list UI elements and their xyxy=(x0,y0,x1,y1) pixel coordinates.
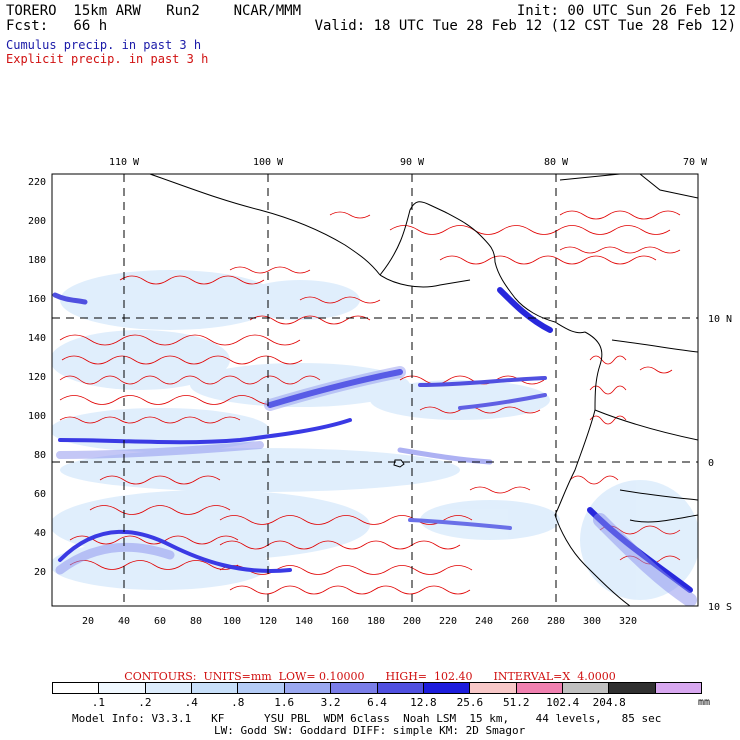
colorbar-swatch xyxy=(99,683,146,693)
colorbar-label: .2 xyxy=(138,696,152,709)
colorbar-swatch xyxy=(238,683,285,693)
y-tick: 180 xyxy=(28,255,46,266)
x-tick: 180 xyxy=(367,616,385,627)
model-title: TORERO 15km ARW Run2 NCAR/MMM xyxy=(6,3,302,19)
lon-label-100w: 100 W xyxy=(253,157,284,168)
colorbar xyxy=(52,682,702,694)
precip-map: 110 W 100 W 90 W 80 W 70 W 10 N 0 10 S 2… xyxy=(28,157,732,627)
y-tick: 80 xyxy=(34,450,46,461)
y-tick: 200 xyxy=(28,216,46,227)
colorbar-swatch xyxy=(516,683,563,693)
colorbar-swatch xyxy=(470,683,517,693)
contour-info: CONTOURS: UNITS=mm LOW= 0.10000 HIGH= 10… xyxy=(124,670,616,683)
legend-cumulus: Cumulus precip. in past 3 h xyxy=(6,38,202,52)
colorbar-swatch xyxy=(377,683,424,693)
x-tick: 200 xyxy=(403,616,421,627)
x-tick: 240 xyxy=(475,616,493,627)
colorbar-label: 102.4 xyxy=(546,696,580,709)
y-tick: 20 xyxy=(34,567,46,578)
colorbar-swatch xyxy=(423,683,471,693)
x-tick: 320 xyxy=(619,616,637,627)
colorbar-label: 204.8 xyxy=(592,696,626,709)
x-tick: 280 xyxy=(547,616,565,627)
y-tick: 100 xyxy=(28,411,46,422)
lat-label-10n: 10 N xyxy=(708,314,732,325)
model-info-line1: Model Info: V3.3.1 KF YSU PBL WDM 6class… xyxy=(72,712,662,725)
x-tick: 40 xyxy=(118,616,130,627)
colorbar-label: .1 xyxy=(91,696,106,709)
colorbar-labels: .1 .2 .4 .8 1.6 3.2 6.4 12.8 25.6 51.2 102.4 204.8 xyxy=(0,696,740,710)
colorbar-label: 1.6 xyxy=(274,696,295,709)
colorbar-swatch xyxy=(562,683,610,693)
x-tick: 120 xyxy=(259,616,277,627)
lat-label-0: 0 xyxy=(708,458,714,469)
colorbar-label: 3.2 xyxy=(320,696,341,709)
map-frame xyxy=(51,173,699,607)
colorbar-swatch xyxy=(609,683,656,693)
lon-label-80w: 80 W xyxy=(544,157,569,168)
colorbar-unit: mm xyxy=(698,697,711,708)
lon-label-110w: 110 W xyxy=(109,157,140,168)
y-tick: 60 xyxy=(34,489,46,500)
valid-time: Valid: 18 UTC Tue 28 Feb 12 (12 CST Tue … xyxy=(314,18,736,34)
colorbar-label: 6.4 xyxy=(367,696,387,709)
colorbar-label: .8 xyxy=(231,696,245,709)
colorbar-label: 51.2 xyxy=(503,696,530,709)
y-tick: 140 xyxy=(28,333,46,344)
colorbar-label: 25.6 xyxy=(456,696,484,709)
model-info-line2: LW: Godd SW: Goddard DIFF: simple KM: 2D… xyxy=(214,724,526,737)
lon-label-90w: 90 W xyxy=(400,157,425,168)
colorbar-label: .4 xyxy=(184,696,198,709)
x-tick: 60 xyxy=(154,616,166,627)
explicit-precip-contours xyxy=(59,210,681,595)
colorbar-swatch xyxy=(192,683,239,693)
colorbar-swatch xyxy=(284,683,332,693)
y-tick: 220 xyxy=(28,177,46,188)
x-tick: 100 xyxy=(223,616,241,627)
coastlines xyxy=(149,174,698,606)
colorbar-swatch xyxy=(655,683,702,693)
colorbar-swatch xyxy=(53,683,100,693)
y-tick: 120 xyxy=(28,372,46,383)
y-tick: 40 xyxy=(34,528,46,539)
x-tick: 300 xyxy=(583,616,601,627)
y-tick: 160 xyxy=(28,294,46,305)
legend-explicit: Explicit precip. in past 3 h xyxy=(6,52,209,66)
init-time: Init: 00 UTC Sun 26 Feb 12 xyxy=(516,3,736,19)
x-tick: 80 xyxy=(190,616,202,627)
light-precip-shading xyxy=(52,270,698,600)
lon-label-70w: 70 W xyxy=(683,157,708,168)
x-tick: 140 xyxy=(295,616,313,627)
colorbar-swatch xyxy=(331,683,378,693)
colorbar-swatch xyxy=(145,683,193,693)
x-tick: 160 xyxy=(331,616,349,627)
colorbar-label: 12.8 xyxy=(410,696,437,709)
graticule xyxy=(52,174,698,606)
cumulus-precip-bands xyxy=(52,287,697,606)
x-tick: 220 xyxy=(439,616,457,627)
forecast-hour: Fcst: 66 h xyxy=(6,18,108,34)
x-tick: 20 xyxy=(82,616,94,627)
lat-label-10s: 10 S xyxy=(708,602,732,613)
x-tick: 260 xyxy=(511,616,529,627)
